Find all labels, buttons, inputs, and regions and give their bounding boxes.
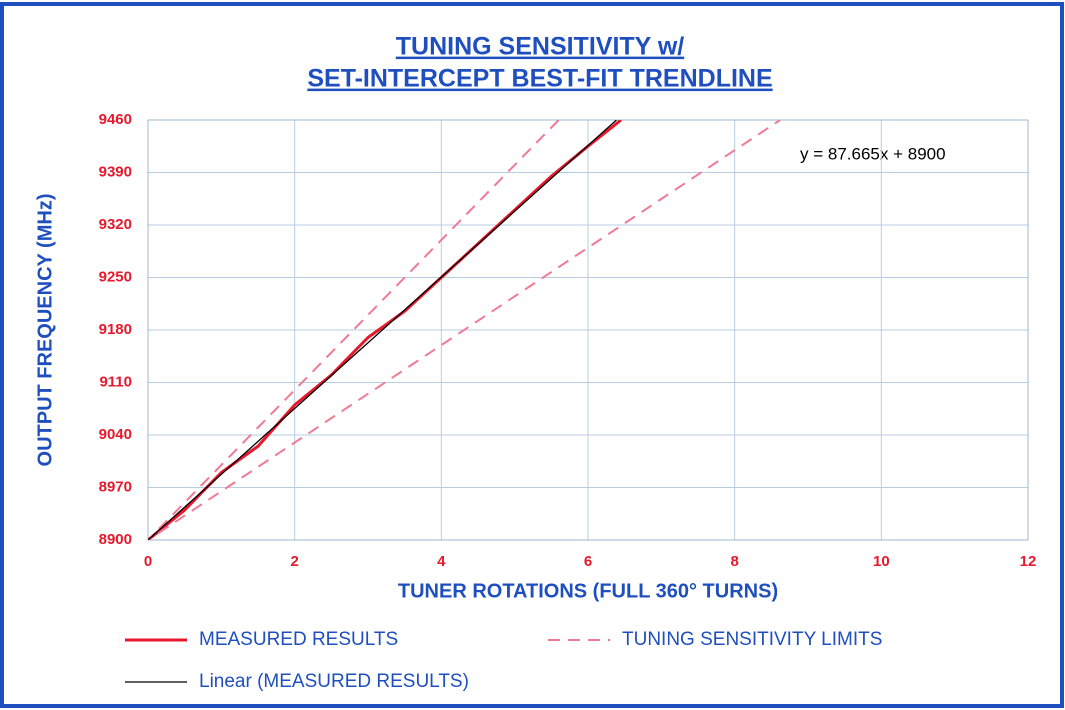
x-tick-label: 0 <box>144 553 152 570</box>
x-axis-label: TUNER ROTATIONS (FULL 360° TURNS) <box>398 580 778 602</box>
y-tick-label: 8900 <box>99 531 132 548</box>
legend-label: Linear (MEASURED RESULTS) <box>199 671 469 692</box>
y-tick-label: 9320 <box>99 216 132 233</box>
y-tick-label: 9180 <box>99 321 132 338</box>
y-tick-label: 9110 <box>99 373 132 390</box>
x-tick-label: 12 <box>1020 553 1037 570</box>
legend-label: TUNING SENSITIVITY LIMITS <box>622 629 882 650</box>
chart-title: TUNING SENSITIVITY w/ <box>396 33 685 61</box>
plot-border <box>147 119 1029 541</box>
y-tick-label: 9390 <box>99 163 132 180</box>
trendline-equation: y = 87.665x + 8900 <box>800 144 946 163</box>
series-line <box>148 120 617 540</box>
x-tick-label: 6 <box>584 553 592 570</box>
x-tick-label: 2 <box>290 553 298 570</box>
x-tick-label: 4 <box>437 553 446 570</box>
chart-title: SET-INTERCEPT BEST-FIT TRENDLINE <box>307 65 772 93</box>
x-tick-label: 8 <box>730 553 738 570</box>
x-tick-label: 10 <box>873 553 890 570</box>
legend-label: MEASURED RESULTS <box>199 629 398 650</box>
y-tick-label: 9250 <box>99 268 132 285</box>
y-tick-label: 9040 <box>99 426 132 443</box>
y-axis-label: OUTPUT FREQUENCY (MHz) <box>34 194 56 467</box>
y-tick-label: 8970 <box>99 478 132 495</box>
y-tick-label: 9460 <box>99 111 132 128</box>
